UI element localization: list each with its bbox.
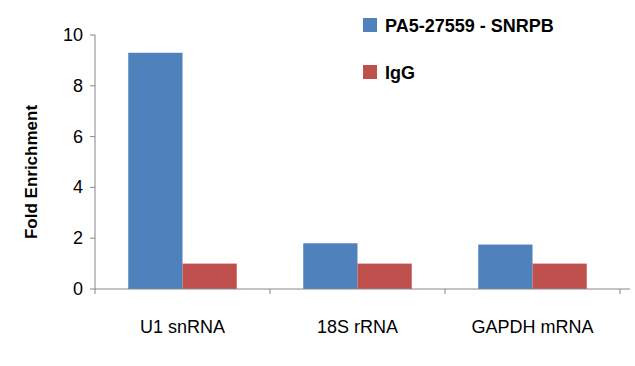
x-tick [445, 289, 446, 294]
legend: PA5-27559 - SNRPB IgG [363, 16, 554, 83]
bar [358, 264, 412, 289]
x-axis [95, 289, 630, 290]
y-tick [90, 238, 95, 239]
y-axis-label: Fold Enrichment [22, 105, 41, 239]
bar [128, 53, 182, 289]
x-tick [620, 289, 621, 294]
y-tick [90, 187, 95, 188]
legend-swatch [363, 18, 377, 32]
bar [478, 245, 532, 289]
y-tick-label: 6 [73, 127, 83, 147]
x-tick-label: U1 snRNA [140, 317, 225, 337]
y-tick-label: 8 [73, 76, 83, 96]
legend-label: PA5-27559 - SNRPB [385, 16, 554, 36]
bars [128, 53, 587, 289]
y-tick [90, 136, 95, 137]
chart: 0 2 4 6 8 10 U1 snRNA 18S rRNA GAPDH mRNA Fold En… [0, 0, 635, 366]
y-tick [90, 289, 95, 290]
x-tick-label: GAPDH mRNA [471, 317, 593, 337]
bar [303, 243, 357, 289]
y-tick [90, 35, 95, 36]
x-tick-label: 18S rRNA [317, 317, 398, 337]
y-tick-label: 4 [73, 177, 83, 197]
y-tick-label: 10 [63, 25, 83, 45]
y-tick [90, 85, 95, 86]
y-tick-label: 2 [73, 228, 83, 248]
x-tick [95, 289, 96, 294]
bar [533, 264, 587, 289]
legend-label: IgG [385, 63, 415, 83]
bar [183, 264, 237, 289]
legend-swatch [363, 65, 377, 79]
y-tick-label: 0 [73, 279, 83, 299]
x-tick [270, 289, 271, 294]
y-axis [95, 35, 96, 289]
